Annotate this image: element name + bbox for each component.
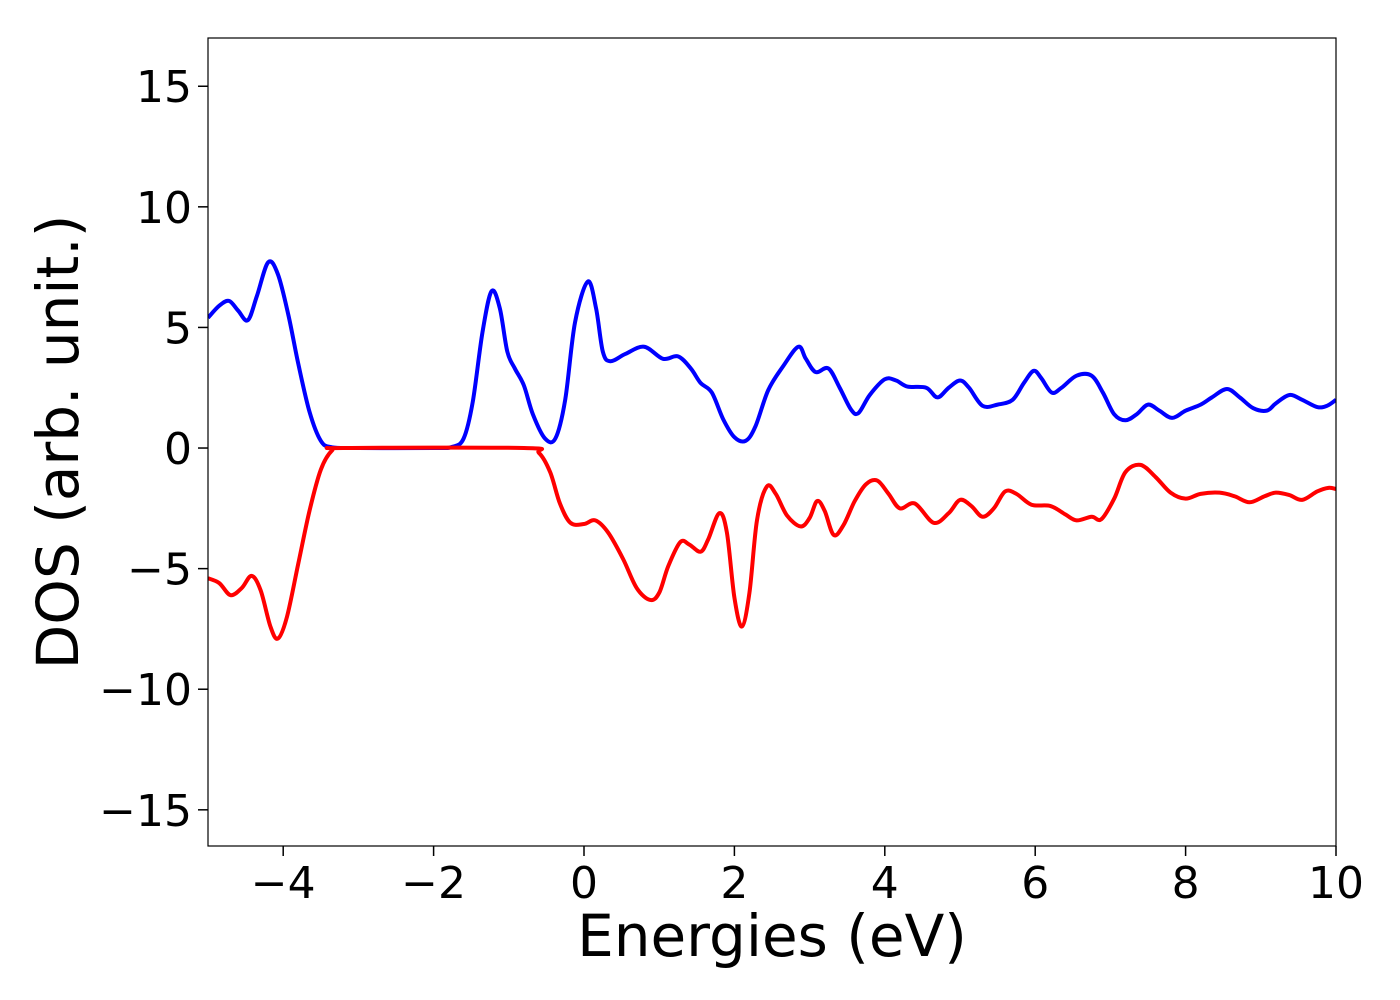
x-tick-label: 0 [570, 858, 598, 909]
series-line-blue [208, 259, 1336, 451]
y-axis: 15 10 5 0 −5 −10 −15 [99, 62, 208, 837]
series-line-red [208, 445, 1336, 641]
series-layer [208, 259, 1336, 641]
x-tick-label: 2 [720, 858, 748, 909]
y-tick-label: −5 [127, 545, 192, 596]
x-tick-label: −2 [401, 858, 466, 909]
y-tick-label: −10 [99, 665, 192, 716]
x-axis-label: Energies (eV) [577, 902, 967, 970]
y-tick-label: 0 [164, 424, 192, 475]
x-tick-label: 10 [1308, 858, 1364, 909]
y-tick-label: 15 [136, 62, 192, 113]
x-tick-label: 6 [1021, 858, 1049, 909]
x-tick-label: 4 [871, 858, 899, 909]
y-tick-label: −15 [99, 786, 192, 837]
x-axis: −4 −2 0 2 4 6 8 10 [251, 846, 1364, 909]
y-tick-label: 5 [164, 303, 192, 354]
y-tick-label: 10 [136, 183, 192, 234]
x-tick-label: 8 [1172, 858, 1200, 909]
y-axis-label: DOS (arb. unit.) [24, 215, 92, 670]
plot-frame [207, 37, 1337, 847]
x-tick-label: −4 [251, 858, 316, 909]
